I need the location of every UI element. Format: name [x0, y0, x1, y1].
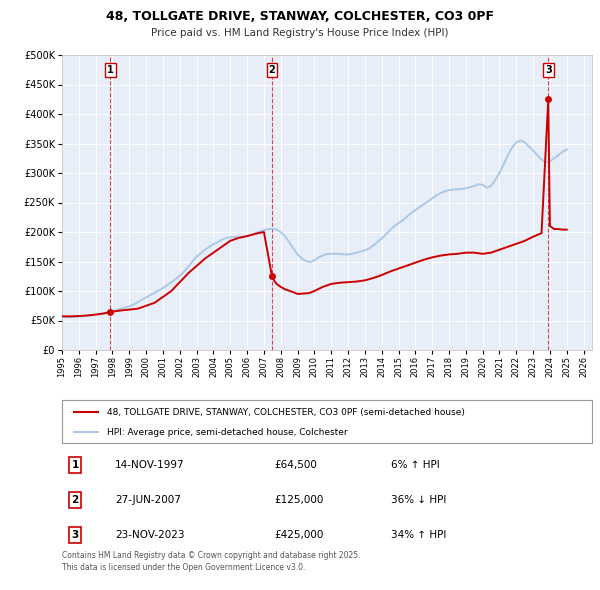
- Text: 2: 2: [71, 495, 79, 505]
- Text: Contains HM Land Registry data © Crown copyright and database right 2025.
This d: Contains HM Land Registry data © Crown c…: [62, 551, 361, 572]
- Text: 3: 3: [71, 530, 79, 540]
- Text: HPI: Average price, semi-detached house, Colchester: HPI: Average price, semi-detached house,…: [107, 428, 347, 437]
- Text: 14-NOV-1997: 14-NOV-1997: [115, 460, 185, 470]
- Text: £425,000: £425,000: [274, 530, 323, 540]
- Text: £64,500: £64,500: [274, 460, 317, 470]
- Text: 1: 1: [107, 65, 113, 76]
- Text: 2: 2: [269, 65, 275, 76]
- Text: 6% ↑ HPI: 6% ↑ HPI: [391, 460, 439, 470]
- Text: 3: 3: [545, 65, 551, 76]
- Text: £125,000: £125,000: [274, 495, 323, 505]
- Text: 34% ↑ HPI: 34% ↑ HPI: [391, 530, 446, 540]
- Text: 23-NOV-2023: 23-NOV-2023: [115, 530, 185, 540]
- Text: Price paid vs. HM Land Registry's House Price Index (HPI): Price paid vs. HM Land Registry's House …: [151, 28, 449, 38]
- Text: 36% ↓ HPI: 36% ↓ HPI: [391, 495, 446, 505]
- Text: 27-JUN-2007: 27-JUN-2007: [115, 495, 181, 505]
- Text: 1: 1: [71, 460, 79, 470]
- Text: 48, TOLLGATE DRIVE, STANWAY, COLCHESTER, CO3 0PF (semi-detached house): 48, TOLLGATE DRIVE, STANWAY, COLCHESTER,…: [107, 408, 465, 417]
- Text: 48, TOLLGATE DRIVE, STANWAY, COLCHESTER, CO3 0PF: 48, TOLLGATE DRIVE, STANWAY, COLCHESTER,…: [106, 10, 494, 23]
